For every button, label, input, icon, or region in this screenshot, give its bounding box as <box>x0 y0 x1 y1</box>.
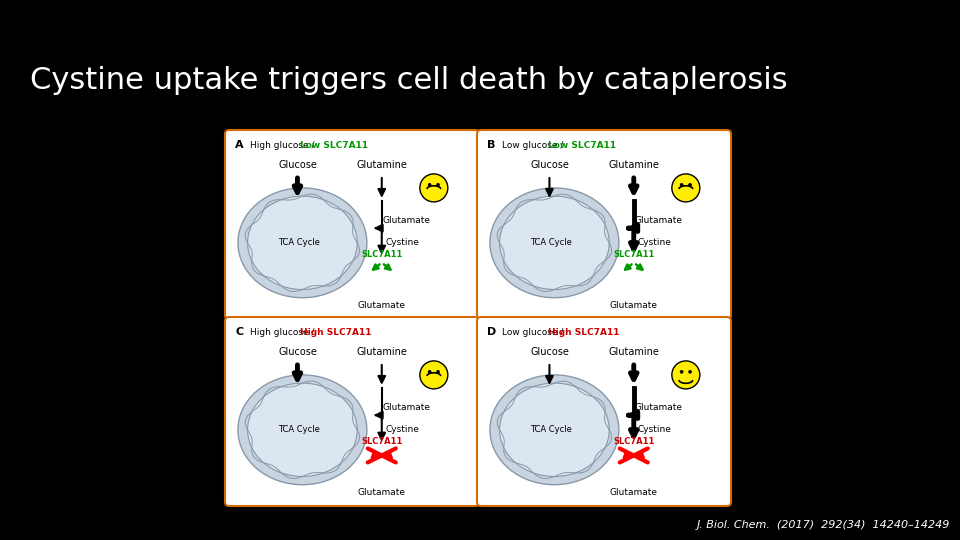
Ellipse shape <box>238 188 367 298</box>
Circle shape <box>672 361 700 389</box>
Text: Glucose: Glucose <box>278 347 317 356</box>
Ellipse shape <box>490 188 619 298</box>
Circle shape <box>428 183 431 187</box>
Ellipse shape <box>490 375 619 485</box>
Text: B: B <box>487 140 495 150</box>
Circle shape <box>420 361 447 389</box>
Circle shape <box>436 183 440 187</box>
FancyBboxPatch shape <box>477 317 731 506</box>
Text: TCA Cycle: TCA Cycle <box>530 238 572 247</box>
Text: A: A <box>235 140 244 150</box>
Text: Glutamate: Glutamate <box>383 216 431 225</box>
Text: High SLC7A11: High SLC7A11 <box>548 328 619 337</box>
Text: Low SLC7A11: Low SLC7A11 <box>300 141 368 150</box>
Ellipse shape <box>248 196 357 289</box>
Text: Glutamate: Glutamate <box>383 403 431 412</box>
Text: D: D <box>487 327 496 337</box>
Ellipse shape <box>499 196 610 289</box>
Text: Glucose: Glucose <box>278 160 317 170</box>
Text: Cystine: Cystine <box>386 238 420 247</box>
Text: SLC7A11: SLC7A11 <box>361 251 402 259</box>
Circle shape <box>420 174 447 202</box>
Text: Low SLC7A11: Low SLC7A11 <box>548 141 616 150</box>
Text: C: C <box>235 327 243 337</box>
Text: Cystine: Cystine <box>637 426 672 434</box>
Text: TCA Cycle: TCA Cycle <box>530 426 572 434</box>
Text: High glucose /: High glucose / <box>250 328 315 337</box>
Bar <box>228 133 728 503</box>
Text: High glucose /: High glucose / <box>250 141 315 150</box>
Text: Glutamate: Glutamate <box>358 301 406 310</box>
Text: Glucose: Glucose <box>530 160 569 170</box>
FancyBboxPatch shape <box>225 317 479 506</box>
Text: Glutamate: Glutamate <box>635 403 683 412</box>
Text: Cystine uptake triggers cell death by cataplerosis: Cystine uptake triggers cell death by ca… <box>30 66 787 95</box>
Circle shape <box>680 370 684 374</box>
Text: Low glucose /: Low glucose / <box>502 141 564 150</box>
Text: TCA Cycle: TCA Cycle <box>278 238 320 247</box>
Text: Glutamine: Glutamine <box>609 160 660 170</box>
Text: SLC7A11: SLC7A11 <box>613 251 655 259</box>
Circle shape <box>680 183 684 187</box>
Text: Glutamate: Glutamate <box>610 301 658 310</box>
FancyBboxPatch shape <box>225 130 479 319</box>
Text: SLC7A11: SLC7A11 <box>361 437 402 447</box>
Text: Glutamine: Glutamine <box>356 160 407 170</box>
Text: Glucose: Glucose <box>530 347 569 356</box>
Text: Glutamine: Glutamine <box>356 347 407 356</box>
Circle shape <box>688 370 692 374</box>
Text: Glutamine: Glutamine <box>609 347 660 356</box>
Text: Low glucose /: Low glucose / <box>502 328 564 337</box>
FancyBboxPatch shape <box>477 130 731 319</box>
Text: Cystine: Cystine <box>386 426 420 434</box>
Ellipse shape <box>238 375 367 485</box>
Ellipse shape <box>499 383 610 476</box>
Text: Glutamate: Glutamate <box>610 488 658 497</box>
Ellipse shape <box>248 383 357 476</box>
Text: High SLC7A11: High SLC7A11 <box>300 328 372 337</box>
Circle shape <box>672 174 700 202</box>
Text: SLC7A11: SLC7A11 <box>613 437 655 447</box>
Text: TCA Cycle: TCA Cycle <box>278 426 320 434</box>
Text: Cystine: Cystine <box>637 238 672 247</box>
Text: Glutamate: Glutamate <box>635 216 683 225</box>
Circle shape <box>428 370 431 374</box>
Text: J. Biol. Chem.  (2017)  292(34)  14240–14249: J. Biol. Chem. (2017) 292(34) 14240–1424… <box>697 520 950 530</box>
Text: Glutamate: Glutamate <box>358 488 406 497</box>
Circle shape <box>436 370 440 374</box>
Circle shape <box>688 183 692 187</box>
